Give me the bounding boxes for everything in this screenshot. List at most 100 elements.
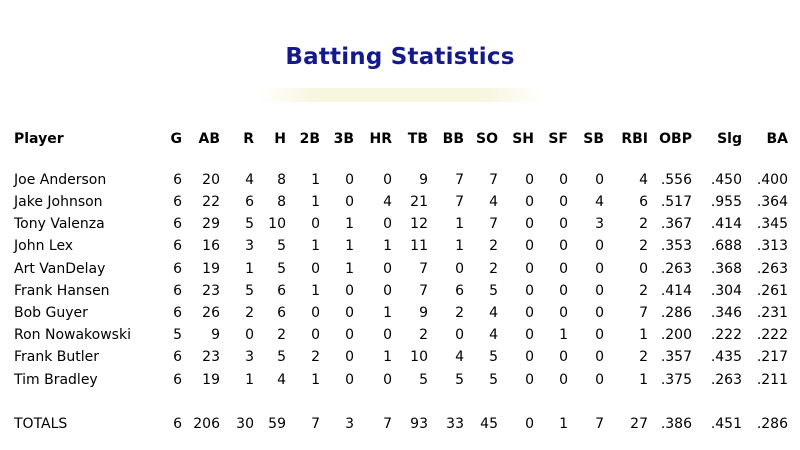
cell-sh: 0 [525, 327, 534, 343]
cell-ab: 9 [211, 327, 220, 343]
cell-r: 4 [245, 172, 254, 188]
cell-player: Joe Anderson [14, 172, 107, 188]
cell-sb: 0 [595, 349, 604, 365]
cell-hr: 1 [383, 349, 392, 365]
cell-h: 5 [277, 349, 286, 365]
cell-h: 8 [277, 172, 286, 188]
cell-g: 6 [173, 261, 182, 277]
cell-2b: 1 [311, 238, 320, 254]
cell-ba: .400 [756, 172, 788, 188]
cell-h: 2 [277, 327, 286, 343]
cell-sh: 0 [525, 372, 534, 388]
totals-row: TOTALS 6 206 30 59 7 3 7 93 33 45 0 1 7 27 .386 .451 .286 [0, 413, 800, 435]
cell-hr: 7 [383, 416, 392, 432]
cell-sb: 0 [595, 238, 604, 254]
cell-3b: 0 [345, 327, 354, 343]
cell-h: 6 [277, 283, 286, 299]
cell-obp: .353 [660, 238, 692, 254]
table-row: Ron Nowakowski 5 9 0 2 0 0 0 2 0 4 0 1 0 1 .200 .222 .222 [0, 324, 800, 346]
cell-player: Frank Hansen [14, 283, 110, 299]
cell-3b: 0 [345, 172, 354, 188]
cell-so: 5 [489, 283, 498, 299]
cell-r: 0 [245, 327, 254, 343]
cell-ab: 26 [202, 305, 220, 321]
header-rbi: RBI [621, 131, 648, 147]
cell-obp: .386 [660, 416, 692, 432]
cell-ba: .211 [756, 372, 788, 388]
cell-g: 5 [173, 327, 182, 343]
cell-2b: 0 [311, 305, 320, 321]
cell-obp: .263 [660, 261, 692, 277]
cell-player: Bob Guyer [14, 305, 88, 321]
cell-h: 5 [277, 238, 286, 254]
cell-obp: .556 [660, 172, 692, 188]
cell-h: 6 [277, 305, 286, 321]
cell-ab: 23 [202, 349, 220, 365]
cell-g: 6 [173, 172, 182, 188]
cell-2b: 7 [311, 416, 320, 432]
cell-2b: 0 [311, 216, 320, 232]
table-row: John Lex 6 16 3 5 1 1 1 11 1 2 0 0 0 2.353.688.313 [0, 235, 800, 257]
cell-so: 4 [489, 327, 498, 343]
cell-sf: 0 [559, 172, 568, 188]
cell-rbi: 2 [639, 238, 648, 254]
cell-h: 59 [268, 416, 286, 432]
cell-obp: .414 [660, 283, 692, 299]
cell-2b: 1 [311, 372, 320, 388]
cell-ba: .345 [756, 216, 788, 232]
cell-slg: .346 [710, 305, 742, 321]
cell-sh: 0 [525, 283, 534, 299]
cell-so: 7 [489, 216, 498, 232]
cell-sh: 0 [525, 305, 534, 321]
cell-ba: .313 [756, 238, 788, 254]
cell-obp: .367 [660, 216, 692, 232]
cell-sb: 0 [595, 305, 604, 321]
title-shadow [258, 88, 543, 102]
header-g: G [170, 131, 183, 147]
header-tb: TB [407, 131, 428, 147]
cell-slg: .688 [710, 238, 742, 254]
cell-g: 6 [173, 416, 182, 432]
cell-rbi: 6 [639, 194, 648, 210]
cell-so: 2 [489, 238, 498, 254]
cell-slg: .263 [710, 372, 742, 388]
cell-sb: 4 [595, 194, 604, 210]
table-row: Frank Butler 6 23 3 5 2 0 1 10 4 5 0 0 0 2 .357 .435 .217 [0, 346, 800, 368]
cell-slg: .451 [710, 416, 742, 432]
cell-2b: 1 [311, 194, 320, 210]
cell-tb: 7 [419, 283, 428, 299]
cell-sf: 0 [559, 216, 568, 232]
cell-h: 8 [277, 194, 286, 210]
table-row: Tim Bradley 6 19 1 4 1 0 0 5 5 5 0 0 0 1 .375 .263 .211 [0, 369, 800, 391]
cell-player: TOTALS [14, 416, 68, 432]
header-ab: AB [198, 131, 220, 147]
cell-rbi: 2 [639, 216, 648, 232]
cell-g: 6 [173, 283, 182, 299]
cell-sh: 0 [525, 238, 534, 254]
cell-ba: .263 [756, 261, 788, 277]
cell-r: 1 [245, 372, 254, 388]
cell-sf: 0 [559, 194, 568, 210]
cell-ba: .222 [756, 327, 788, 343]
cell-ab: 19 [202, 372, 220, 388]
cell-3b: 0 [345, 372, 354, 388]
cell-sb: 0 [595, 172, 604, 188]
cell-ba: .364 [756, 194, 788, 210]
header-h: H [274, 131, 286, 147]
cell-rbi: 4 [639, 172, 648, 188]
cell-so: 4 [489, 305, 498, 321]
header-player: Player [14, 131, 64, 147]
cell-sf: 0 [559, 372, 568, 388]
cell-3b: 1 [345, 261, 354, 277]
cell-hr: 0 [383, 372, 392, 388]
cell-tb: 10 [410, 349, 428, 365]
cell-rbi: 1 [639, 327, 648, 343]
cell-slg: .222 [710, 327, 742, 343]
table-row: Art VanDelay 6 19 1 5 0 1 0 7 0 2 0 0 0 0 .263 .368 .263 [0, 258, 800, 280]
cell-sf: 0 [559, 238, 568, 254]
cell-2b: 2 [311, 349, 320, 365]
cell-bb: 1 [455, 238, 464, 254]
cell-2b: 0 [311, 327, 320, 343]
cell-hr: 0 [383, 327, 392, 343]
cell-ab: 29 [202, 216, 220, 232]
